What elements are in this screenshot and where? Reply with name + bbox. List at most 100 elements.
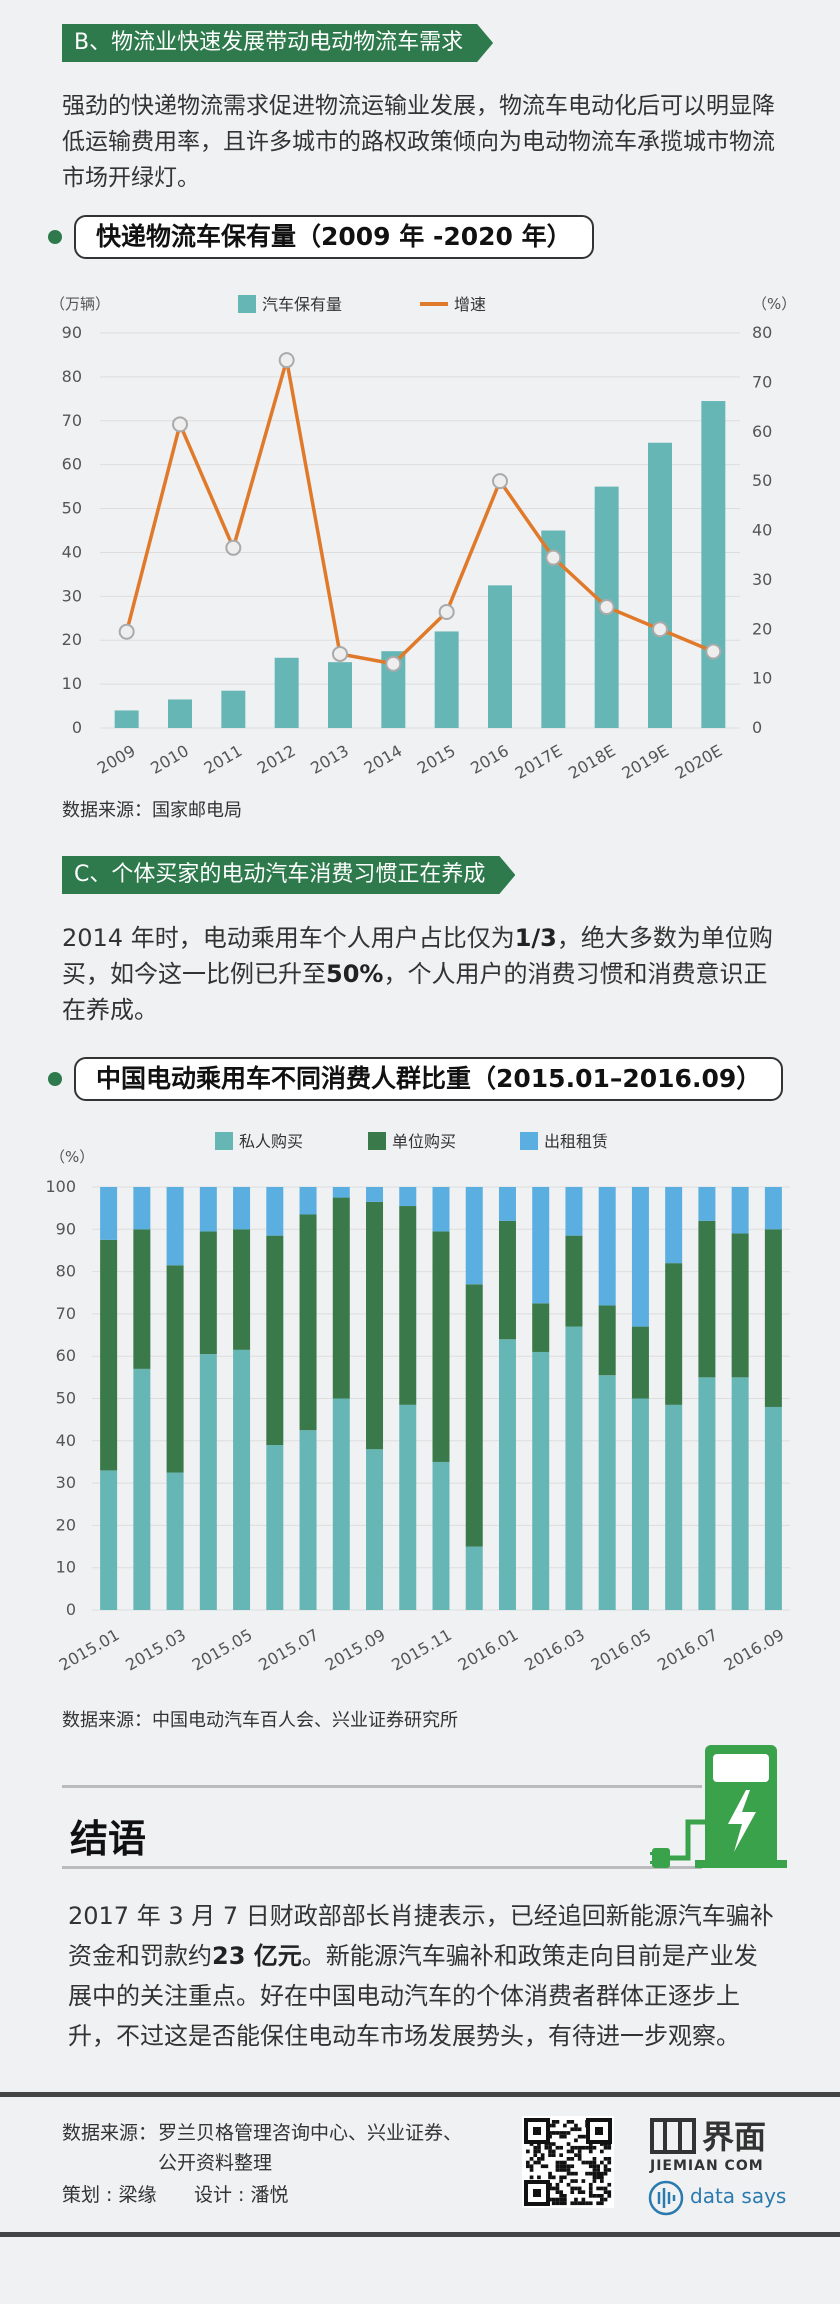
qr-module xyxy=(563,2201,567,2206)
qr-module xyxy=(600,2171,604,2176)
qr-module xyxy=(588,2186,593,2191)
qr-module xyxy=(555,2197,560,2202)
qr-module xyxy=(548,2182,552,2187)
growth-point xyxy=(545,549,562,566)
qr-code-icon[interactable] xyxy=(522,2116,614,2208)
qr-module xyxy=(596,2194,600,2198)
qr-module xyxy=(592,2168,597,2172)
qr-module xyxy=(607,2145,612,2150)
qr-module xyxy=(600,2160,604,2165)
qr-module xyxy=(577,2134,582,2139)
qr-module xyxy=(574,2138,578,2143)
qr-module xyxy=(548,2134,552,2139)
growth-point xyxy=(225,539,242,556)
x-tick: 2016.03 xyxy=(521,1625,588,1675)
bar-private xyxy=(731,1377,749,1610)
qr-module xyxy=(555,2160,560,2165)
growth-line xyxy=(124,359,715,666)
qr-module xyxy=(592,2179,597,2183)
bar-rental xyxy=(631,1187,649,1327)
qr-module xyxy=(574,2127,578,2132)
bar-rental xyxy=(133,1187,151,1230)
section-c-tag: C、个体买家的电动汽车消费习惯正在养成 xyxy=(62,856,515,894)
chart2-source: 数据来源：中国电动汽车百人会、兴业证券研究所 xyxy=(62,1710,458,1731)
chart1-right-unit: （%） xyxy=(752,295,796,313)
y-left-tick: 0 xyxy=(72,718,82,737)
bar-rental xyxy=(266,1187,284,1236)
qr-module xyxy=(566,2120,571,2124)
qr-module xyxy=(559,2190,563,2194)
qr-module xyxy=(551,2142,556,2146)
qr-module xyxy=(555,2168,560,2172)
conclusion-text-2: 。新能源汽车骗补和政策走向目前是产业发展中的关注重点。好在中国电动汽车的个体消费… xyxy=(68,1942,758,2050)
qr-module xyxy=(551,2201,556,2206)
qr-module xyxy=(574,2201,578,2206)
bar-rental xyxy=(332,1187,350,1198)
y-right-tick: 60 xyxy=(752,422,772,441)
qr-module xyxy=(581,2190,586,2194)
bar-private xyxy=(366,1449,384,1610)
qr-module xyxy=(600,2179,604,2183)
bar-rental xyxy=(233,1187,251,1230)
qr-module xyxy=(607,2160,612,2165)
qr-module xyxy=(574,2145,578,2150)
qr-module xyxy=(529,2168,534,2172)
qr-module xyxy=(570,2201,575,2206)
footer-designer: 设计 : 潘悦 xyxy=(194,2184,289,2206)
qr-module xyxy=(563,2131,567,2135)
x-tick: 2020E xyxy=(672,741,726,783)
legend-swatch-growth xyxy=(420,302,448,306)
qr-module xyxy=(551,2120,556,2124)
bar-organization xyxy=(532,1303,550,1352)
bar-organization xyxy=(764,1229,782,1407)
qr-module xyxy=(603,2145,608,2150)
qr-module xyxy=(574,2186,578,2191)
qr-module xyxy=(603,2142,608,2146)
bar-private xyxy=(432,1461,450,1610)
jiemian-logo-icon xyxy=(650,2118,696,2154)
qr-finder-center xyxy=(595,2127,603,2135)
y-tick: 80 xyxy=(56,1262,76,1281)
y-left-tick: 90 xyxy=(62,323,82,342)
qr-module xyxy=(563,2168,567,2172)
bar-rental xyxy=(731,1187,749,1234)
y-left-tick: 50 xyxy=(62,499,82,518)
growth-point xyxy=(278,352,295,369)
qr-module xyxy=(588,2182,593,2187)
bar-organization xyxy=(299,1214,317,1431)
bar-organization xyxy=(366,1201,384,1450)
y-left-tick: 70 xyxy=(62,411,82,430)
bar-private xyxy=(199,1354,217,1610)
qr-module xyxy=(548,2197,552,2202)
conclusion-top-rule xyxy=(62,1785,702,1788)
bar-private xyxy=(631,1398,649,1610)
qr-module xyxy=(559,2153,563,2157)
bar-organization xyxy=(332,1197,350,1399)
x-tick: 2014 xyxy=(361,741,406,778)
qr-module xyxy=(537,2142,541,2146)
qr-module xyxy=(548,2175,552,2180)
qr-module xyxy=(581,2134,586,2139)
qr-module xyxy=(570,2149,575,2154)
qr-module xyxy=(566,2182,571,2187)
bar-rental xyxy=(100,1187,118,1240)
bar-organization xyxy=(731,1233,749,1378)
footer-planner: 策划 : 梁缘 xyxy=(62,2184,157,2206)
qr-module xyxy=(559,2164,563,2169)
qr-module xyxy=(607,2194,612,2198)
y-tick: 40 xyxy=(56,1431,76,1450)
qr-module xyxy=(607,2182,612,2187)
qr-module xyxy=(570,2171,575,2176)
bar-rental xyxy=(764,1187,782,1230)
qr-module xyxy=(559,2194,563,2198)
qr-module xyxy=(559,2201,563,2206)
qr-module xyxy=(537,2175,541,2180)
legend-swatch-vehicles xyxy=(238,295,256,313)
bar-vehicles xyxy=(648,442,672,728)
qr-module xyxy=(592,2175,597,2180)
bar-rental xyxy=(498,1187,516,1221)
qr-module xyxy=(592,2160,597,2165)
qr-module xyxy=(574,2171,578,2176)
qr-module xyxy=(548,2142,552,2146)
qr-module xyxy=(548,2149,552,2154)
